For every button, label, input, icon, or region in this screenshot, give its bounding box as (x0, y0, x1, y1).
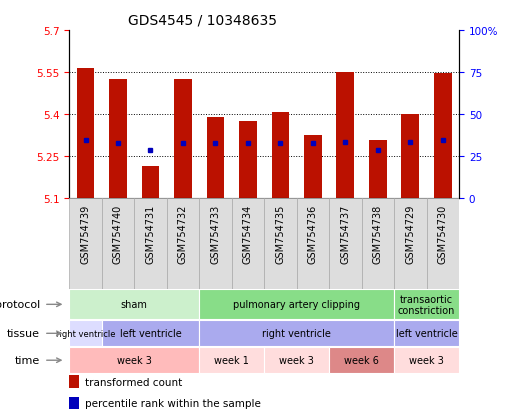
Bar (394, 320, 459, 347)
Bar (69, 347, 199, 373)
Text: week 3: week 3 (409, 355, 444, 366)
Text: GSM754740: GSM754740 (113, 204, 123, 264)
Text: right ventricle: right ventricle (56, 329, 115, 338)
Text: GSM754730: GSM754730 (438, 204, 448, 264)
Text: transaortic
constriction: transaortic constriction (398, 294, 456, 316)
Text: right ventricle: right ventricle (262, 328, 331, 339)
Text: percentile rank within the sample: percentile rank within the sample (85, 398, 261, 408)
Bar (402, 114, 419, 198)
Text: sham: sham (121, 299, 148, 310)
Bar (199, 198, 232, 289)
Bar (337, 73, 354, 198)
Bar (304, 135, 322, 198)
Text: time: time (15, 355, 40, 366)
Text: tissue: tissue (7, 328, 40, 339)
Bar (199, 320, 394, 347)
Bar (76, 69, 94, 198)
Bar (69, 396, 79, 409)
Bar (134, 198, 167, 289)
Bar (394, 290, 459, 320)
Text: week 6: week 6 (344, 355, 379, 366)
Bar (69, 198, 102, 289)
Bar (394, 347, 459, 373)
Bar (69, 290, 199, 320)
Bar (394, 198, 427, 289)
Text: GSM754736: GSM754736 (308, 204, 318, 264)
Text: week 1: week 1 (214, 355, 249, 366)
Text: transformed count: transformed count (85, 377, 182, 387)
Text: GSM754735: GSM754735 (275, 204, 285, 264)
Text: GSM754738: GSM754738 (373, 204, 383, 264)
Bar (102, 320, 199, 347)
Text: GSM754737: GSM754737 (341, 204, 350, 264)
Text: left ventricle: left ventricle (120, 328, 182, 339)
Bar (271, 113, 289, 198)
Text: week 3: week 3 (279, 355, 314, 366)
Text: protocol: protocol (0, 299, 40, 310)
Bar (207, 117, 224, 198)
Bar (329, 198, 362, 289)
Bar (362, 198, 394, 289)
Bar (297, 198, 329, 289)
Bar (369, 141, 387, 198)
Text: GSM754739: GSM754739 (81, 204, 90, 264)
Bar (174, 80, 192, 198)
Bar (69, 320, 102, 347)
Bar (69, 375, 79, 388)
Text: GSM754729: GSM754729 (405, 204, 416, 264)
Bar (199, 347, 264, 373)
Bar (329, 347, 394, 373)
Text: left ventricle: left ventricle (396, 328, 458, 339)
Bar (109, 80, 127, 198)
Text: pulmonary artery clipping: pulmonary artery clipping (233, 299, 360, 310)
Text: GSM754731: GSM754731 (146, 204, 155, 264)
Text: week 3: week 3 (117, 355, 152, 366)
Bar (427, 198, 459, 289)
Bar (142, 166, 160, 198)
Bar (102, 198, 134, 289)
Bar (264, 347, 329, 373)
Text: GSM754733: GSM754733 (210, 204, 221, 264)
Bar (239, 121, 257, 198)
Bar (232, 198, 264, 289)
Bar (199, 290, 394, 320)
Text: GSM754732: GSM754732 (178, 204, 188, 264)
Text: GSM754734: GSM754734 (243, 204, 253, 264)
Bar (434, 74, 452, 198)
Text: GDS4545 / 10348635: GDS4545 / 10348635 (128, 13, 277, 27)
Bar (167, 198, 199, 289)
Bar (264, 198, 297, 289)
